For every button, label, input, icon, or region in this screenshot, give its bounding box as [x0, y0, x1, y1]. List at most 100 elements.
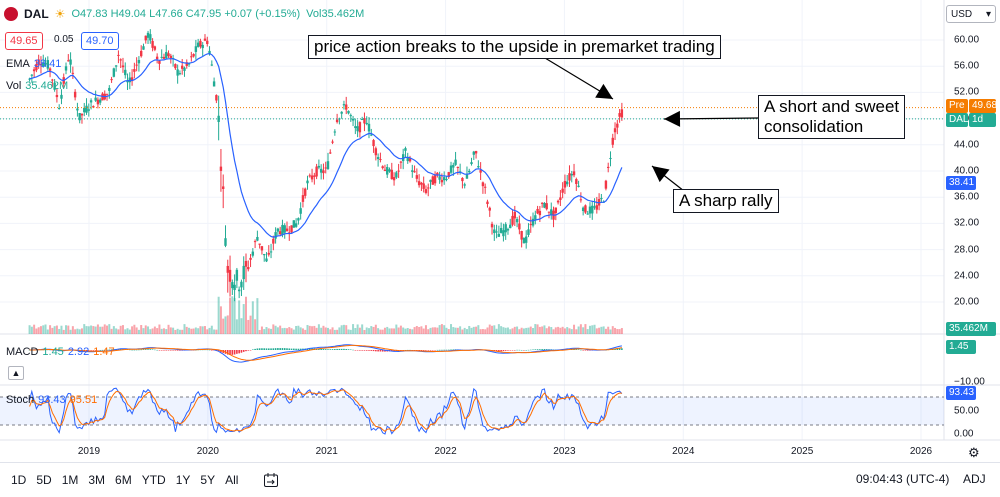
- calendar-goto-icon[interactable]: [263, 472, 279, 488]
- range-5y[interactable]: 5Y: [200, 473, 216, 487]
- volume-bar: [55, 325, 58, 334]
- macd-histogram-bar: [129, 349, 131, 351]
- volume-bar: [254, 319, 257, 334]
- volume-bar: [101, 326, 104, 334]
- candle-body: [354, 126, 357, 129]
- candle-body: [297, 218, 300, 221]
- volume-bar: [311, 326, 314, 334]
- macd-histogram-bar: [445, 349, 448, 351]
- macd-histogram-bar: [242, 350, 245, 352]
- stoch-legend[interactable]: Stoch 93.43 95.51: [6, 394, 101, 406]
- volume-bar: [374, 324, 377, 334]
- volume-bar: [502, 327, 505, 334]
- range-5d[interactable]: 5D: [36, 473, 52, 487]
- volume-bar: [365, 327, 368, 334]
- volume-bar: [497, 324, 500, 334]
- macd-histogram-bar: [99, 349, 101, 351]
- macd-histogram-bar: [354, 350, 357, 351]
- adjust-data-toggle[interactable]: ADJ: [963, 472, 986, 486]
- macd-histogram-bar: [174, 350, 177, 351]
- volume-bar: [327, 327, 330, 334]
- volume-bar: [472, 326, 475, 334]
- range-1m[interactable]: 1M: [61, 473, 79, 487]
- candle-body: [356, 126, 359, 132]
- range-1y[interactable]: 1Y: [175, 473, 191, 487]
- chart-header: DAL ☀ O47.83 H49.04 L47.66 C47.95 +0.07 …: [4, 6, 364, 22]
- volume-bar: [265, 327, 268, 334]
- volume-bar: [461, 329, 464, 334]
- candle-body: [342, 104, 346, 106]
- candle-body: [370, 134, 373, 136]
- ema-value: 38.41: [33, 58, 62, 70]
- volume-legend[interactable]: Vol 35.462M: [6, 80, 72, 92]
- volume-bar: [94, 326, 97, 334]
- volume-bar: [600, 326, 603, 334]
- candle-body: [290, 225, 293, 233]
- range-ytd[interactable]: YTD: [141, 473, 166, 487]
- stoch-tick-50: 50.00: [954, 405, 980, 417]
- volume-bar: [356, 324, 359, 334]
- candle-body: [529, 224, 532, 226]
- symbol-name[interactable]: DAL: [24, 7, 49, 21]
- candle-body: [456, 166, 460, 168]
- volume-bar: [80, 328, 83, 334]
- candle-body: [155, 56, 159, 60]
- macd-histogram-bar: [545, 349, 548, 350]
- volume-bar: [488, 324, 491, 334]
- volume-bar: [142, 328, 145, 334]
- annotation-rally[interactable]: A sharp rally: [673, 189, 779, 213]
- annotation-breakout[interactable]: price action breaks to the upside in pre…: [308, 35, 721, 59]
- candle-body: [167, 53, 170, 57]
- macd-histogram-bar: [147, 349, 149, 350]
- macd-histogram-bar: [438, 349, 441, 351]
- volume-bar: [190, 328, 193, 334]
- macd-histogram-bar: [418, 350, 420, 351]
- sell-price-button[interactable]: 49.65: [5, 32, 43, 50]
- volume-bar: [181, 329, 184, 334]
- candle-body: [550, 209, 553, 215]
- macd-histogram-bar: [347, 349, 350, 350]
- volume-bar: [270, 328, 273, 334]
- range-6m[interactable]: 6M: [115, 473, 132, 487]
- annotation-consolidation[interactable]: A short and sweet consolidation: [758, 95, 906, 139]
- candle-body: [372, 140, 375, 147]
- range-3m[interactable]: 3M: [88, 473, 106, 487]
- volume-bar: [399, 325, 402, 334]
- time-tick: 2025: [791, 446, 814, 457]
- candle-body: [440, 179, 444, 183]
- volume-bar: [46, 329, 49, 334]
- macd-histogram-bar: [103, 349, 106, 351]
- volume-bar: [279, 325, 282, 334]
- macd-legend[interactable]: MACD 1.45 2.92 1.47: [6, 346, 119, 358]
- volume-bar: [308, 325, 311, 334]
- candle-body: [46, 60, 49, 69]
- price-tick: 44.00: [954, 139, 980, 151]
- price-chart[interactable]: [0, 0, 1000, 462]
- range-all[interactable]: All: [225, 473, 239, 487]
- candle-body: [39, 64, 43, 66]
- timezone-clock[interactable]: 09:04:43 (UTC-4): [856, 472, 950, 486]
- candle-body: [124, 69, 127, 76]
- volume-bar: [67, 325, 70, 334]
- collapse-pane-chevron-up-icon[interactable]: ▲: [8, 366, 24, 380]
- volume-bar: [554, 327, 557, 334]
- currency-selector[interactable]: USD ▾: [946, 5, 996, 23]
- candle-body: [244, 260, 248, 267]
- macd-line-value: 2.92: [67, 346, 90, 358]
- buy-price-button[interactable]: 49.70: [81, 32, 119, 50]
- price-tick: 20.00: [954, 296, 980, 308]
- candle-body: [30, 74, 34, 76]
- volume-bar: [238, 300, 241, 334]
- volume-bar: [516, 326, 519, 334]
- volume-bar: [593, 324, 596, 334]
- candle-body: [367, 123, 371, 132]
- macd-histogram-bar: [283, 348, 286, 350]
- range-1d[interactable]: 1D: [11, 473, 27, 487]
- settings-gear-icon[interactable]: ⚙: [968, 445, 980, 460]
- ema-legend[interactable]: EMA 38.41: [6, 58, 65, 70]
- candle-body: [217, 115, 220, 123]
- volume-bar: [468, 325, 471, 334]
- macd-histogram-bar: [539, 349, 541, 350]
- macd-histogram-bar: [447, 349, 450, 351]
- macd-histogram-bar: [541, 349, 543, 350]
